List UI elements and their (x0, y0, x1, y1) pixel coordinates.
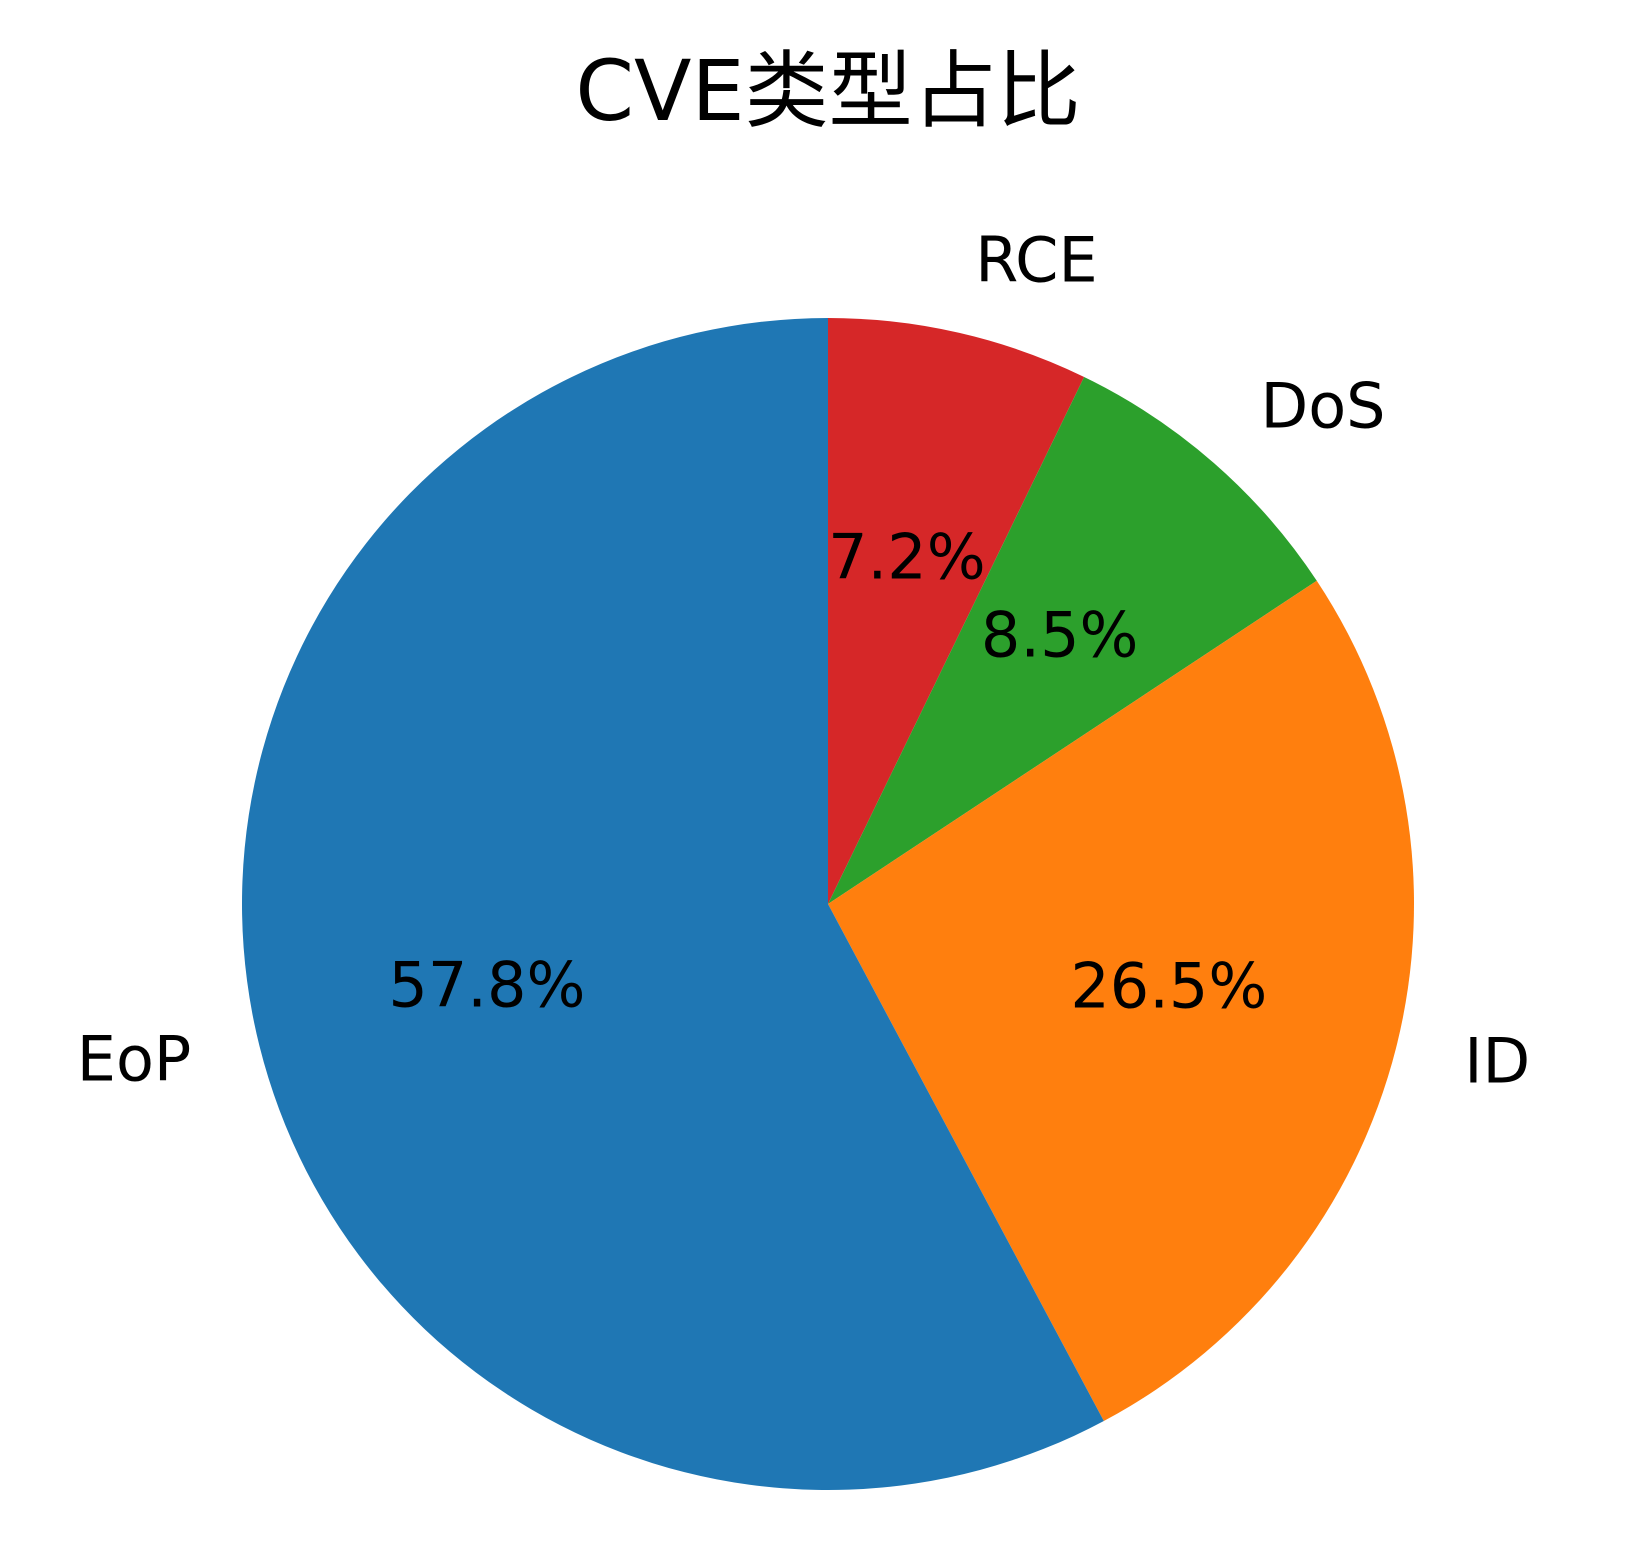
slice-label-eop: EoP (77, 1022, 192, 1095)
slice-value-dos: 8.5% (981, 599, 1139, 672)
chart-title: CVE类型占比 (575, 42, 1080, 140)
slice-label-id: ID (1464, 1024, 1530, 1097)
pie-slices (242, 318, 1414, 1490)
slice-value-rce: 7.2% (828, 520, 986, 593)
slice-value-id: 26.5% (1070, 949, 1267, 1022)
slice-label-dos: DoS (1260, 369, 1385, 442)
slice-value-eop: 57.8% (388, 948, 585, 1021)
slice-label-rce: RCE (975, 223, 1097, 296)
